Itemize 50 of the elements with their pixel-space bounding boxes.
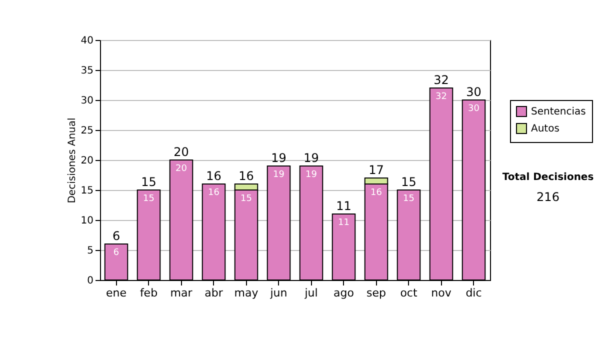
x-tick-label: sep <box>366 286 386 300</box>
total-label: 15 <box>401 175 416 189</box>
total-label: 6 <box>112 229 120 243</box>
x-tick-label: jul <box>304 286 318 300</box>
data-label: 11 <box>338 218 350 228</box>
data-label: 19 <box>273 170 285 180</box>
total-label: 17 <box>368 163 384 177</box>
x-tick-label: mar <box>170 286 193 300</box>
x-tick-label: abr <box>204 286 224 300</box>
total-label: 15 <box>141 175 156 189</box>
data-label: 6 <box>113 248 120 258</box>
x-tick-label: may <box>234 286 259 300</box>
legend-label: Sentencias <box>531 106 586 118</box>
x-tick-label: oct <box>400 286 418 300</box>
x-tick-label: nov <box>431 286 452 300</box>
data-label: 16 <box>208 188 220 198</box>
data-label: 15 <box>240 194 252 204</box>
total-label: 30 <box>466 85 482 99</box>
data-label: 20 <box>176 164 188 174</box>
y-tick-label: 15 <box>80 186 94 196</box>
data-label: 16 <box>370 188 382 198</box>
data-label: 15 <box>403 194 414 204</box>
total-label: 16 <box>206 169 222 183</box>
x-tick-label: ene <box>106 286 127 300</box>
total-label: 19 <box>271 151 286 165</box>
total-label: 19 <box>304 151 319 165</box>
y-tick-label: 30 <box>80 96 94 106</box>
data-label: 19 <box>306 170 318 180</box>
x-tick-label: jun <box>269 286 288 300</box>
legend-label: Autos <box>531 124 560 134</box>
total-label: 16 <box>238 169 254 183</box>
total-label: 11 <box>336 199 352 213</box>
total-label: 32 <box>434 73 449 87</box>
y-tick-label: 5 <box>87 246 94 256</box>
y-tick-label: 25 <box>80 126 94 136</box>
x-tick-label: dic <box>466 286 482 300</box>
text: Total Decisiones <box>501 172 595 183</box>
y-tick-label: 10 <box>80 216 94 226</box>
total-label: 20 <box>174 145 189 159</box>
data-label: 32 <box>436 92 447 102</box>
data-label: 15 <box>143 194 154 204</box>
text: 216 <box>536 190 560 204</box>
y-tick-label: 35 <box>80 66 94 76</box>
y-tick-label: 40 <box>80 36 94 46</box>
data-label: 30 <box>468 104 480 114</box>
y-axis-title: Decisiones Anual <box>66 118 78 204</box>
y-tick-label: 0 <box>87 276 94 286</box>
y-tick-label: 20 <box>80 156 94 166</box>
x-tick-label: feb <box>140 286 158 300</box>
x-tick-label: ago <box>334 286 354 300</box>
